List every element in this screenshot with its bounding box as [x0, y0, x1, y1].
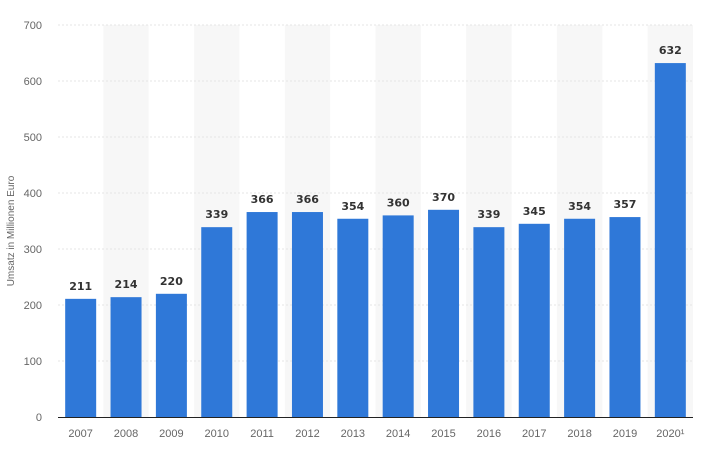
- x-tick-label: 2015: [431, 428, 455, 440]
- data-label: 339: [205, 208, 228, 221]
- data-label: 354: [568, 200, 591, 213]
- y-tick-label: 300: [24, 244, 42, 256]
- bars: [65, 63, 686, 417]
- data-label: 357: [613, 198, 636, 211]
- bar: [155, 293, 187, 417]
- bar: [564, 218, 596, 417]
- data-label: 370: [432, 191, 455, 204]
- y-tick-label: 400: [24, 188, 42, 200]
- y-tick-label: 700: [24, 20, 42, 32]
- x-tick-label: 2014: [386, 428, 410, 440]
- bar: [337, 218, 369, 417]
- y-tick-label: 200: [24, 300, 42, 312]
- data-label: 214: [115, 278, 138, 291]
- data-label: 220: [160, 275, 183, 288]
- bar: [246, 212, 278, 417]
- data-label: 360: [387, 196, 410, 209]
- x-tick-label: 2010: [205, 428, 229, 440]
- y-tick-label: 500: [24, 132, 42, 144]
- bar: [473, 227, 505, 417]
- x-tick-label: 2020¹: [656, 428, 684, 440]
- x-tick-label: 2013: [341, 428, 365, 440]
- x-tick-label: 2016: [477, 428, 501, 440]
- data-label: 366: [296, 193, 319, 206]
- x-tick-label: 2011: [250, 428, 274, 440]
- bar: [110, 297, 142, 417]
- bar: [428, 209, 460, 417]
- y-tick-label: 100: [24, 356, 42, 368]
- bar: [382, 215, 414, 417]
- data-label: 211: [69, 280, 92, 293]
- x-tick-label: 2012: [295, 428, 319, 440]
- data-label: 366: [251, 193, 274, 206]
- x-tick-label: 2009: [159, 428, 183, 440]
- y-axis-ticks: 0 100 200 300 400 500 600 700: [24, 20, 42, 424]
- data-label: 632: [659, 44, 682, 57]
- data-label: 339: [477, 208, 500, 221]
- bar: [65, 298, 97, 417]
- bar: [291, 212, 323, 417]
- x-tick-label: 2019: [613, 428, 637, 440]
- data-label: 345: [523, 205, 546, 218]
- data-label: 354: [341, 200, 364, 213]
- y-axis-label: Umsatz in Millionen Euro: [6, 175, 17, 286]
- bar: [518, 223, 550, 417]
- y-tick-label: 0: [36, 412, 42, 424]
- y-tick-label: 600: [24, 76, 42, 88]
- data-labels: 211 214 220 339 366 366 354 360 370 339 345 354 357 6…: [69, 44, 682, 293]
- x-tick-label: 2017: [522, 428, 546, 440]
- x-tick-label: 2007: [68, 428, 92, 440]
- x-axis-ticks: 2007 2008 2009 2010 2011 2012 2013 2014 2015 2016…: [68, 428, 684, 440]
- bar: [654, 63, 686, 417]
- bar: [201, 227, 233, 417]
- bar: [609, 217, 641, 417]
- x-tick-label: 2008: [114, 428, 138, 440]
- x-tick-label: 2018: [567, 428, 591, 440]
